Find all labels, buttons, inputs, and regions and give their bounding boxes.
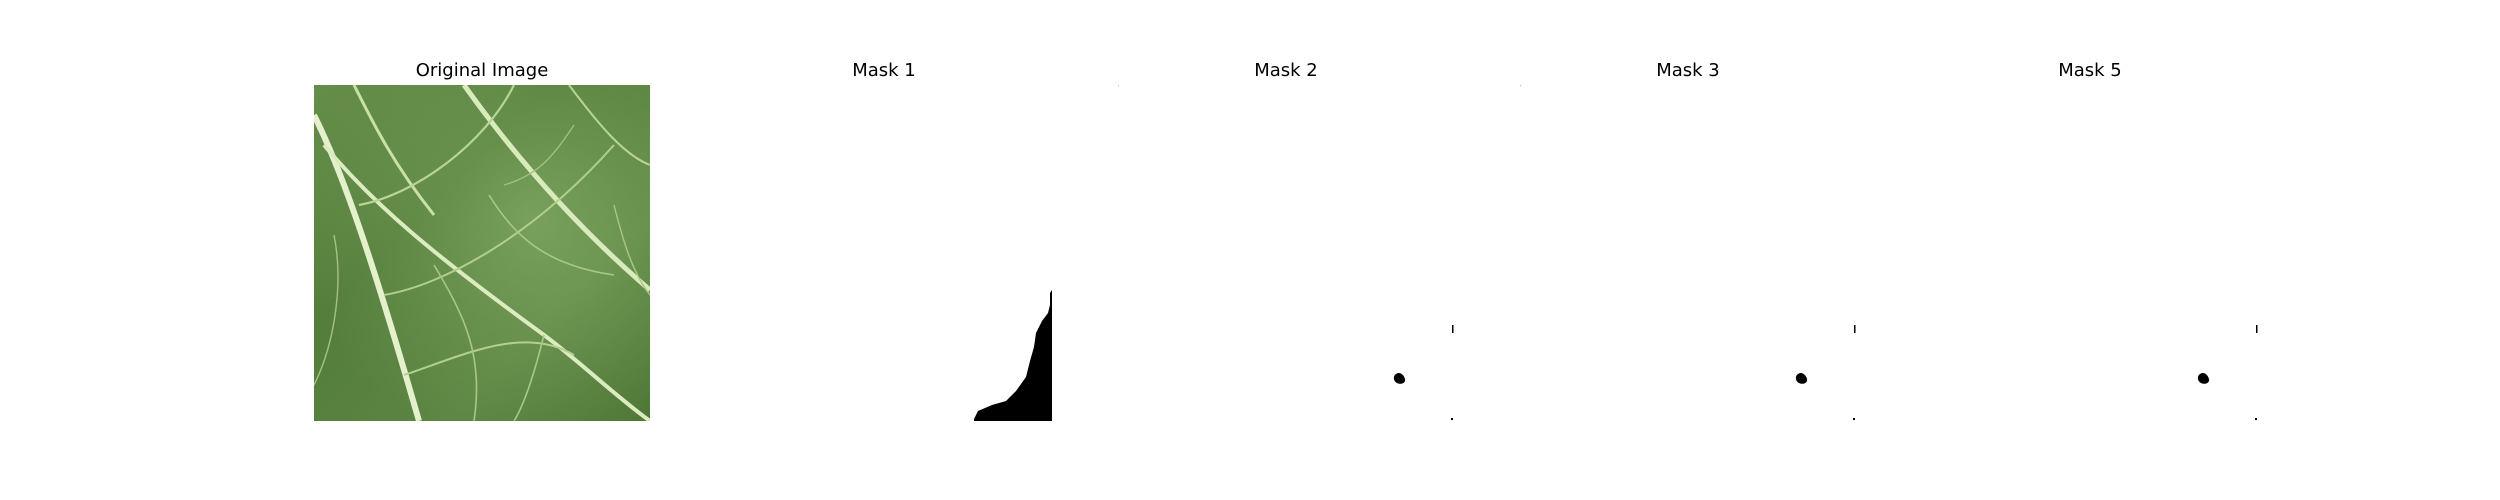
panel-title: Mask 1 — [852, 60, 916, 81]
panel-title: Original Image — [415, 60, 549, 81]
mask-image — [1118, 85, 1454, 420]
leaf-photo — [314, 85, 650, 421]
panel-mask-3: Mask 3 — [1520, 0, 1856, 500]
mask-image — [1520, 85, 1856, 420]
panel-mask-1: Mask 1 — [716, 0, 1052, 500]
panel-mask-5: Mask 5 — [1922, 0, 2258, 500]
panel-title: Mask 3 — [1656, 60, 1720, 81]
mask-image — [2197, 325, 2258, 420]
panel-original-image: Original Image — [314, 0, 650, 500]
panel-title: Mask 5 — [2058, 60, 2122, 81]
panel-mask-2: Mask 2 — [1118, 0, 1454, 500]
mask-image — [974, 290, 1052, 421]
panel-title: Mask 2 — [1254, 60, 1318, 81]
